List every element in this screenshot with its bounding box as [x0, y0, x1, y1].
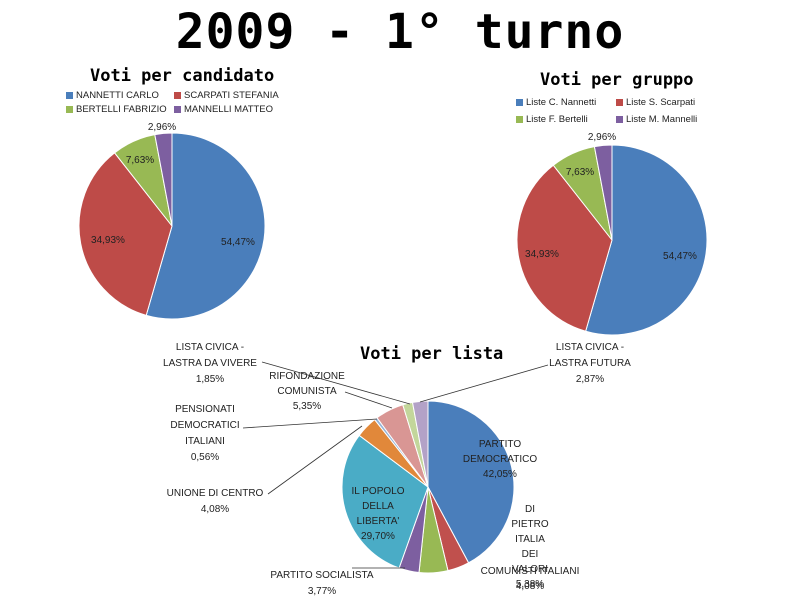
- legend-swatch: [616, 116, 623, 123]
- legend-label: NANNETTI CARLO: [76, 90, 159, 101]
- legend-item: Liste M. Mannelli: [616, 114, 697, 125]
- pie-slice: [154, 132, 173, 227]
- legend-label: Liste S. Scarpati: [626, 97, 696, 108]
- leader-line: [344, 391, 393, 409]
- data-label: 1,85%: [196, 374, 224, 385]
- data-label: 0,56%: [191, 452, 219, 463]
- data-label: 29,70%: [361, 531, 395, 542]
- legend-swatch: [174, 106, 181, 113]
- data-label: PIETRO: [511, 519, 548, 530]
- data-label: 4,08%: [516, 581, 544, 592]
- data-label: DI: [525, 504, 535, 515]
- legend-swatch: [66, 92, 73, 99]
- legend-item: MANNELLI MATTEO: [174, 104, 273, 115]
- leader-line: [242, 418, 378, 429]
- data-label: COMUNISTI ITALIANI: [481, 566, 580, 577]
- data-label: 5,38%: [516, 579, 544, 590]
- legend-swatch: [616, 99, 623, 106]
- legend-label: MANNELLI MATTEO: [184, 104, 274, 115]
- data-label: ITALIA: [515, 534, 545, 545]
- data-label: 5,35%: [293, 401, 321, 412]
- legend-label: Liste C. Nannetti: [526, 97, 597, 108]
- legend-label: Liste F. Bertelli: [526, 114, 588, 125]
- data-label: LIBERTA': [357, 516, 400, 527]
- data-label: DELLA: [362, 501, 394, 512]
- pie-slice: [516, 164, 613, 332]
- pie-slice: [78, 152, 173, 316]
- data-label: 34,93%: [91, 235, 125, 246]
- legend-swatch: [516, 99, 523, 106]
- data-label: RIFONDAZIONE: [269, 371, 345, 382]
- data-label: 2,96%: [588, 132, 616, 143]
- legend-item: Liste S. Scarpati: [616, 97, 695, 108]
- lista-slices: [341, 400, 515, 574]
- legend-item: SCARPATI STEFANIA: [174, 90, 279, 101]
- legend-label: SCARPATI STEFANIA: [184, 90, 279, 101]
- chart-title: Voti per gruppo: [540, 70, 694, 90]
- leader-line: [261, 361, 411, 405]
- data-label: 54,47%: [221, 237, 255, 248]
- data-label: LASTRA DA VIVERE: [163, 358, 257, 369]
- data-label: 42,05%: [483, 469, 517, 480]
- data-label: LISTA CIVICA -: [176, 342, 244, 353]
- data-label: PARTITO: [479, 439, 521, 450]
- data-label: DEMOCRATICO: [463, 454, 537, 465]
- candidato-slices: [78, 132, 266, 320]
- data-label: UNIONE DI CENTRO: [167, 488, 264, 499]
- pie-slice: [341, 434, 429, 569]
- legend-item: NANNETTI CARLO: [66, 90, 159, 101]
- leader-line: [419, 364, 549, 403]
- legend-label: Liste M. Mannelli: [626, 114, 698, 125]
- data-label: DEMOCRATICI: [170, 420, 239, 431]
- pie-slice: [593, 144, 613, 241]
- data-label: LISTA CIVICA -: [556, 342, 624, 353]
- data-label: DEI: [522, 549, 539, 560]
- data-label: 2,87%: [576, 374, 604, 385]
- leader-line: [267, 425, 363, 495]
- pie-slice: [145, 132, 266, 320]
- data-label: 4,08%: [201, 504, 229, 515]
- page-title: 2009 - 1° turno: [175, 4, 625, 60]
- pie-slice: [585, 144, 708, 336]
- data-label: IL POPOLO: [352, 486, 405, 497]
- legend-item: BERTELLI FABRIZIO: [66, 104, 167, 115]
- data-label: PENSIONATI: [175, 404, 235, 415]
- data-label: 7,63%: [566, 167, 594, 178]
- legend-item: Liste F. Bertelli: [516, 114, 588, 125]
- data-label: 34,93%: [525, 249, 559, 260]
- gruppo-slices: [516, 144, 708, 336]
- legend-swatch: [174, 92, 181, 99]
- pie-slice: [427, 400, 515, 564]
- data-label: 54,47%: [663, 251, 697, 262]
- data-label: PARTITO SOCIALISTA: [270, 570, 374, 581]
- data-label: VALORI: [512, 564, 548, 575]
- legend-item: Liste C. Nannetti: [516, 97, 596, 108]
- pie-slice: [411, 400, 429, 488]
- legend-swatch: [516, 116, 523, 123]
- legend-label: BERTELLI FABRIZIO: [76, 104, 167, 115]
- data-label: 3,77%: [308, 586, 336, 597]
- data-label: LASTRA FUTURA: [549, 358, 631, 369]
- data-label: 2,96%: [148, 122, 176, 133]
- data-label: 7,63%: [126, 155, 154, 166]
- chart-title: Voti per lista: [360, 344, 504, 364]
- data-label: ITALIANI: [185, 436, 225, 447]
- chart-title: Voti per candidato: [90, 66, 275, 86]
- legend-swatch: [66, 106, 73, 113]
- data-label: COMUNISTA: [277, 386, 337, 397]
